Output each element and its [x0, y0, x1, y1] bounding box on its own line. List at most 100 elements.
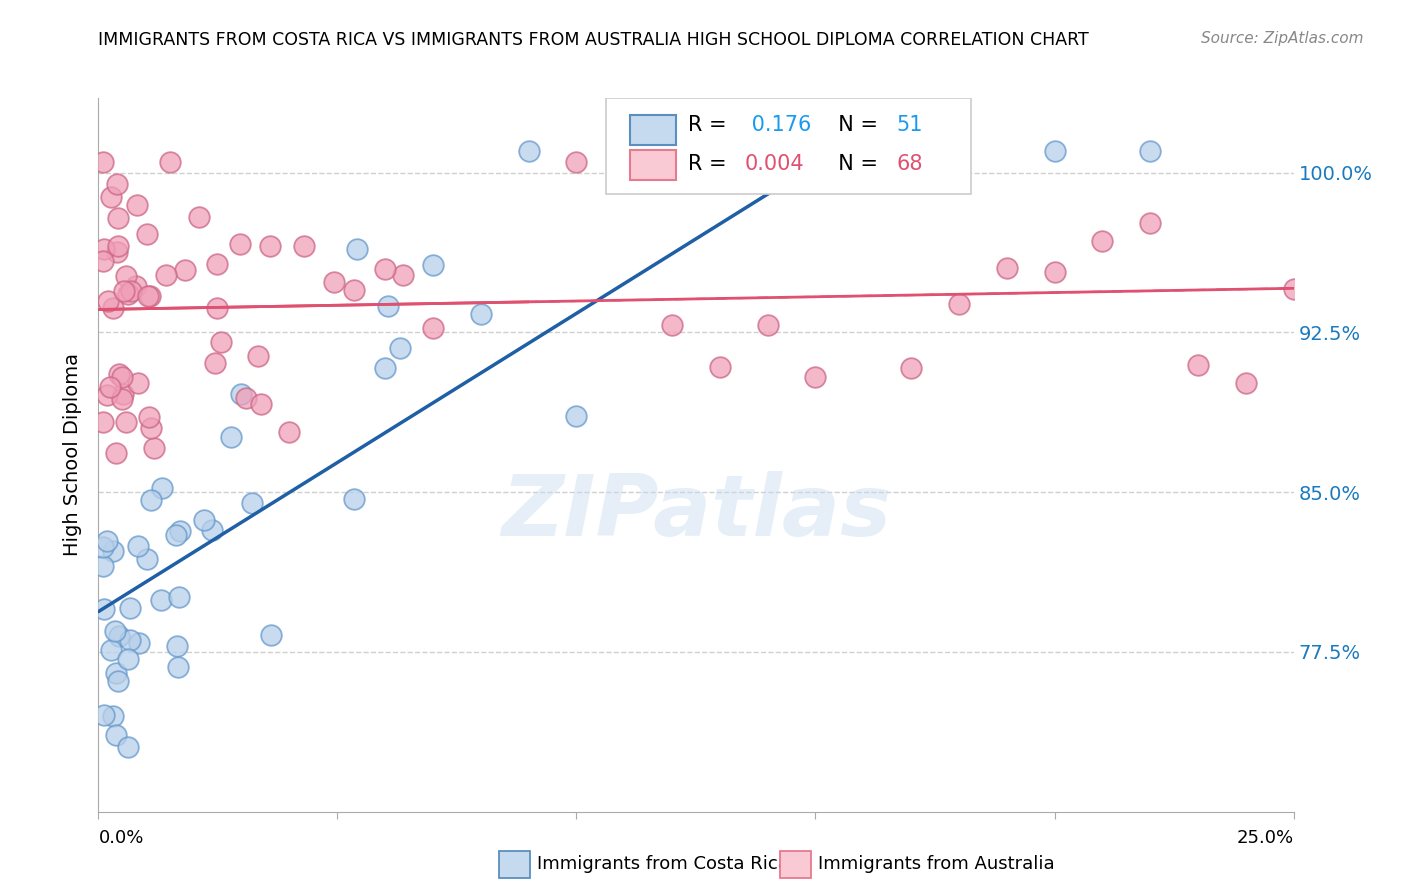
Point	[118, 601, 141, 615]
Point	[91, 253, 114, 268]
Point	[111, 392, 134, 407]
Text: 0.176: 0.176	[745, 115, 811, 136]
FancyBboxPatch shape	[630, 150, 676, 180]
Point	[138, 410, 160, 425]
Point	[107, 211, 129, 225]
Point	[112, 285, 135, 299]
Point	[166, 660, 188, 674]
Point	[139, 421, 162, 435]
Y-axis label: High School Diploma: High School Diploma	[63, 353, 83, 557]
Point	[100, 643, 122, 657]
Point	[804, 369, 827, 384]
Point	[103, 301, 125, 315]
Point	[128, 636, 150, 650]
Text: 0.004: 0.004	[745, 153, 804, 174]
Point	[1234, 376, 1257, 390]
Point	[613, 174, 636, 188]
Point	[115, 268, 138, 283]
Point	[1139, 145, 1161, 159]
Point	[229, 237, 252, 252]
Point	[1043, 265, 1066, 279]
Point	[138, 289, 160, 303]
Point	[277, 425, 299, 439]
Point	[96, 388, 118, 402]
Text: N =: N =	[825, 153, 884, 174]
Text: N =: N =	[825, 115, 884, 136]
Point	[219, 430, 242, 444]
Point	[105, 245, 128, 260]
Point	[107, 239, 129, 253]
Point	[117, 651, 139, 665]
Point	[104, 727, 127, 741]
Point	[613, 147, 636, 161]
Point	[125, 278, 148, 293]
Point	[565, 409, 588, 424]
FancyBboxPatch shape	[630, 114, 676, 145]
Point	[93, 601, 115, 615]
Point	[804, 145, 827, 159]
Point	[98, 379, 121, 393]
Point	[292, 238, 315, 252]
Text: ZIPatlas: ZIPatlas	[501, 470, 891, 554]
Point	[661, 318, 683, 332]
Point	[517, 145, 540, 159]
FancyBboxPatch shape	[606, 98, 970, 194]
Point	[93, 243, 115, 257]
Point	[108, 629, 131, 643]
Point	[117, 287, 139, 301]
Point	[1091, 234, 1114, 248]
Text: Immigrants from Australia: Immigrants from Australia	[818, 855, 1054, 873]
Point	[260, 627, 283, 641]
Point	[948, 297, 970, 311]
Point	[377, 299, 399, 313]
Point	[135, 227, 157, 241]
Point	[118, 632, 141, 647]
Point	[900, 361, 922, 376]
Point	[346, 243, 368, 257]
Point	[101, 709, 124, 723]
Point	[201, 524, 224, 538]
Point	[852, 155, 875, 169]
Point	[152, 481, 174, 495]
Text: R =: R =	[688, 115, 733, 136]
Point	[374, 360, 396, 375]
Point	[205, 301, 228, 316]
Point	[165, 527, 187, 541]
Point	[343, 491, 366, 506]
Point	[422, 321, 444, 335]
Point	[391, 268, 413, 282]
Point	[1187, 359, 1209, 373]
Text: IMMIGRANTS FROM COSTA RICA VS IMMIGRANTS FROM AUSTRALIA HIGH SCHOOL DIPLOMA CORR: IMMIGRANTS FROM COSTA RICA VS IMMIGRANTS…	[98, 31, 1090, 49]
Point	[120, 284, 142, 298]
Point	[91, 155, 114, 169]
Point	[422, 259, 444, 273]
Point	[93, 707, 115, 722]
Point	[388, 341, 411, 355]
Point	[104, 665, 127, 680]
Point	[1043, 145, 1066, 159]
Point	[108, 368, 131, 382]
Point	[136, 552, 159, 566]
Point	[111, 370, 134, 384]
Point	[229, 386, 252, 401]
Point	[149, 593, 172, 607]
Point	[995, 260, 1018, 275]
Point	[240, 495, 263, 509]
Point	[139, 493, 162, 508]
Point	[96, 534, 118, 549]
Point	[127, 376, 149, 390]
Text: 0.0%: 0.0%	[98, 829, 143, 847]
Point	[111, 387, 134, 401]
Point	[1282, 282, 1305, 296]
Point	[143, 441, 166, 455]
Point	[155, 268, 177, 282]
Point	[103, 624, 125, 638]
Point	[166, 639, 188, 653]
Point	[193, 513, 215, 527]
Point	[115, 415, 138, 429]
Text: 51: 51	[897, 115, 924, 136]
Point	[374, 262, 396, 277]
Point	[91, 559, 114, 574]
Point	[97, 293, 120, 308]
Point	[756, 318, 779, 332]
